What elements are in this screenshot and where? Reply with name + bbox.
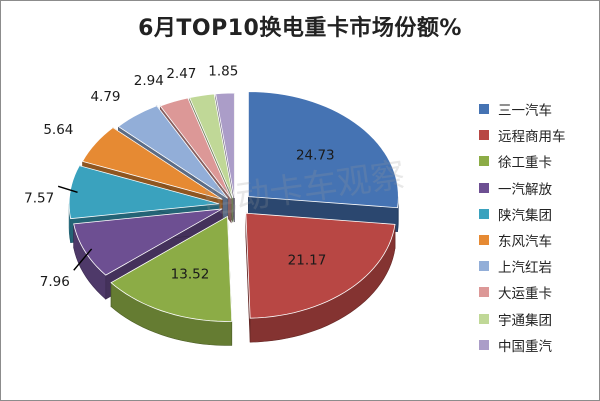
data-label-7: 4.79 xyxy=(90,89,120,105)
pie-slice-1 xyxy=(247,91,399,209)
legend-item: 宇通集团 xyxy=(479,306,566,332)
legend-label: 远程商用车 xyxy=(498,129,566,146)
data-label-3: 13.52 xyxy=(171,267,210,283)
pie-slice-2 xyxy=(245,212,396,319)
legend-label: 一汽解放 xyxy=(498,181,552,198)
pie-slice-8 xyxy=(159,97,232,199)
data-label-2: 21.17 xyxy=(288,253,327,269)
legend-item: 大运重卡 xyxy=(479,279,566,305)
data-label-8: 2.94 xyxy=(134,73,164,89)
chart-legend: 三一汽车远程商用车徐工重卡一汽解放陕汽集团东风汽车上汽红岩大运重卡宇通集团中国重… xyxy=(479,96,566,358)
legend-label: 中国重汽 xyxy=(498,338,552,355)
legend-label: 三一汽车 xyxy=(498,103,552,120)
legend-item: 上汽红岩 xyxy=(479,253,566,279)
legend-item: 陕汽集团 xyxy=(479,201,566,227)
pie-slice-6 xyxy=(81,127,223,200)
legend-swatch xyxy=(479,261,489,272)
legend-item: 中国重汽 xyxy=(479,332,566,358)
pie-slice-5 xyxy=(68,165,220,220)
leader-line-5 xyxy=(57,185,78,194)
legend-swatch xyxy=(479,156,489,167)
pie-slice-3 xyxy=(110,215,233,322)
legend-item: 远程商用车 xyxy=(479,122,566,148)
slice-tops xyxy=(68,91,399,322)
legend-label: 宇通集团 xyxy=(498,312,552,329)
legend-swatch xyxy=(479,287,489,298)
legend-label: 上汽红岩 xyxy=(498,260,552,277)
legend-label: 大运重卡 xyxy=(498,286,552,303)
data-label-10: 1.85 xyxy=(208,63,238,79)
legend-swatch xyxy=(479,339,489,350)
pie-slice-7 xyxy=(117,105,229,199)
data-label-4: 7.96 xyxy=(40,274,70,290)
data-label-6: 5.64 xyxy=(43,122,73,138)
legend-swatch xyxy=(479,208,489,219)
data-label-9: 2.47 xyxy=(166,66,196,82)
data-labels: 24.73 21.17 13.52 7.96 7.57 5.64 4.79 2.94 2.47 1… xyxy=(24,63,334,290)
pie-slice-9 xyxy=(189,93,234,199)
leader-line-4 xyxy=(73,248,93,271)
chart-title: 6月TOP10换电重卡市场份额% xyxy=(138,16,462,41)
legend-item: 一汽解放 xyxy=(479,175,566,201)
legend-label: 徐工重卡 xyxy=(498,155,552,172)
legend-item: 三一汽车 xyxy=(479,96,566,122)
legend-item: 东风汽车 xyxy=(479,227,566,253)
legend-item: 徐工重卡 xyxy=(479,148,566,174)
legend-swatch xyxy=(479,313,489,324)
pie-slice-10 xyxy=(215,92,235,199)
legend-swatch xyxy=(479,182,489,193)
legend-swatch xyxy=(479,130,489,141)
legend-swatch xyxy=(479,104,489,115)
data-label-5: 7.57 xyxy=(24,190,54,206)
pie-slice-4 xyxy=(73,208,223,276)
legend-label: 陕汽集团 xyxy=(498,207,552,224)
legend-swatch xyxy=(479,235,489,246)
legend-label: 东风汽车 xyxy=(498,234,552,251)
data-label-1: 24.73 xyxy=(296,148,335,164)
